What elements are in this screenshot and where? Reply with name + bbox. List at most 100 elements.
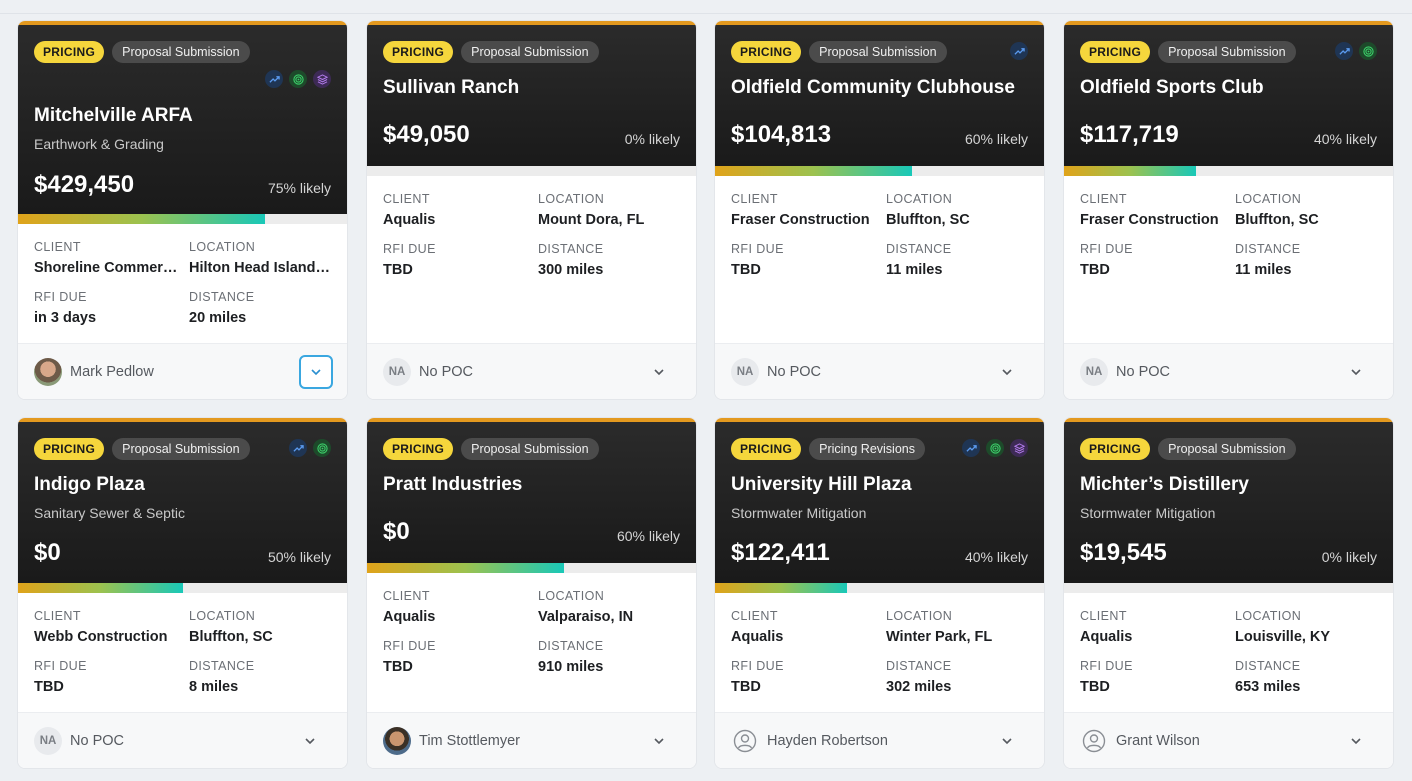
rfi-due-value: TBD bbox=[1080, 679, 1110, 695]
chevron-down-icon bbox=[1002, 737, 1012, 744]
expand-button[interactable] bbox=[299, 354, 333, 389]
card-details: CLIENT Aqualis LOCATION Valparaiso, IN R… bbox=[367, 573, 696, 712]
pricing-tag: PRICING bbox=[731, 438, 802, 460]
opportunity-card[interactable]: PRICING Pricing Revisions University Hil… bbox=[714, 417, 1045, 769]
location-field: LOCATION Winter Park, FL bbox=[886, 608, 1031, 646]
expand-button[interactable] bbox=[293, 724, 327, 758]
location-value: Valparaiso, IN bbox=[538, 609, 634, 625]
target-icon[interactable] bbox=[313, 439, 331, 457]
layers-icon[interactable] bbox=[1010, 439, 1028, 457]
pricing-tag: PRICING bbox=[383, 41, 454, 63]
project-title[interactable]: Oldfield Sports Club bbox=[1080, 77, 1264, 98]
card-accent-bar bbox=[18, 21, 347, 25]
project-title[interactable]: Pratt Industries bbox=[383, 474, 523, 495]
rfi-due-label: RFI DUE bbox=[34, 659, 87, 673]
distance-value: 302 miles bbox=[886, 679, 952, 695]
client-field: CLIENT Shoreline Commercial bbox=[34, 239, 179, 277]
expand-button[interactable] bbox=[642, 355, 676, 389]
trend-icon[interactable] bbox=[1010, 42, 1028, 60]
bid-amount: $0 bbox=[383, 518, 410, 545]
distance-field: DISTANCE 653 miles bbox=[1235, 658, 1380, 696]
distance-label: DISTANCE bbox=[189, 290, 255, 304]
distance-field: DISTANCE 11 miles bbox=[1235, 241, 1380, 279]
card-accent-bar bbox=[715, 21, 1044, 25]
distance-label: DISTANCE bbox=[886, 659, 952, 673]
expand-button[interactable] bbox=[990, 355, 1024, 389]
expand-button[interactable] bbox=[990, 724, 1024, 758]
likelihood-progress-fill bbox=[18, 583, 183, 593]
project-title[interactable]: Mitchelville ARFA bbox=[34, 105, 193, 126]
rfi-due-label: RFI DUE bbox=[1080, 242, 1133, 256]
poc-name: No POC bbox=[767, 363, 821, 380]
poc-row: NA No POC bbox=[715, 343, 1044, 399]
win-likelihood: 40% likely bbox=[964, 549, 1028, 565]
project-trade: Sanitary Sewer & Septic bbox=[34, 505, 185, 521]
likelihood-progress bbox=[715, 583, 1044, 593]
bid-amount: $19,545 bbox=[1080, 539, 1167, 566]
chevron-down-icon bbox=[654, 368, 664, 375]
win-likelihood: 60% likely bbox=[964, 131, 1028, 147]
card-header: PRICING Proposal Submission Oldfield Com… bbox=[715, 25, 1044, 166]
likelihood-progress-fill bbox=[715, 166, 913, 176]
poc-row: Grant Wilson bbox=[1064, 712, 1393, 768]
layers-icon[interactable] bbox=[313, 70, 331, 88]
poc-row: Tim Stottlemyer bbox=[367, 712, 696, 768]
expand-button[interactable] bbox=[642, 724, 676, 758]
poc-row: Mark Pedlow bbox=[18, 343, 347, 399]
poc-name: No POC bbox=[70, 732, 124, 749]
trend-icon[interactable] bbox=[1335, 42, 1353, 60]
pricing-tag: PRICING bbox=[731, 41, 802, 63]
poc-row: Hayden Robertson bbox=[715, 712, 1044, 768]
likelihood-progress-fill bbox=[715, 583, 847, 593]
opportunity-card[interactable]: PRICING Proposal Submission Sullivan Ran… bbox=[366, 20, 697, 400]
stage-tag: Proposal Submission bbox=[112, 438, 250, 460]
rfi-due-value: TBD bbox=[383, 659, 413, 675]
client-label: CLIENT bbox=[1080, 609, 1127, 623]
stage-tag: Proposal Submission bbox=[461, 438, 599, 460]
rfi-due-label: RFI DUE bbox=[34, 290, 87, 304]
poc-name: Grant Wilson bbox=[1116, 732, 1200, 749]
likelihood-progress bbox=[367, 166, 696, 176]
target-icon[interactable] bbox=[986, 439, 1004, 457]
project-title[interactable]: Oldfield Community Clubhouse bbox=[731, 77, 1015, 98]
poc-name: Tim Stottlemyer bbox=[419, 732, 520, 749]
location-label: LOCATION bbox=[538, 589, 605, 603]
client-value: Shoreline Commercial bbox=[34, 260, 179, 276]
expand-button[interactable] bbox=[1339, 724, 1373, 758]
opportunity-card[interactable]: PRICING Proposal Submission Oldfield Spo… bbox=[1063, 20, 1394, 400]
card-header: PRICING Proposal Submission Mitchelville… bbox=[18, 25, 347, 214]
client-value: Aqualis bbox=[383, 609, 436, 625]
poc-row: NA No POC bbox=[367, 343, 696, 399]
target-icon[interactable] bbox=[1359, 42, 1377, 60]
project-title[interactable]: University Hill Plaza bbox=[731, 474, 912, 495]
avatar: NA bbox=[34, 726, 62, 755]
location-field: LOCATION Mount Dora, FL bbox=[538, 191, 683, 229]
opportunity-card[interactable]: PRICING Proposal Submission Oldfield Com… bbox=[714, 20, 1045, 400]
user-icon bbox=[1080, 727, 1108, 755]
poc-name: Hayden Robertson bbox=[767, 732, 888, 749]
rfi-due-field: RFI DUE TBD bbox=[1080, 241, 1225, 279]
trend-icon[interactable] bbox=[962, 439, 980, 457]
target-icon[interactable] bbox=[289, 70, 307, 88]
opportunity-card[interactable]: PRICING Proposal Submission Indigo Plaza… bbox=[17, 417, 348, 769]
bid-amount: $49,050 bbox=[383, 121, 470, 148]
trend-icon[interactable] bbox=[265, 70, 283, 88]
pricing-tag: PRICING bbox=[34, 438, 105, 460]
project-title[interactable]: Sullivan Ranch bbox=[383, 77, 520, 98]
pricing-tag: PRICING bbox=[1080, 41, 1151, 63]
distance-label: DISTANCE bbox=[189, 659, 255, 673]
project-title[interactable]: Michter’s Distillery bbox=[1080, 474, 1249, 495]
client-label: CLIENT bbox=[34, 609, 81, 623]
client-value: Fraser Construction bbox=[1080, 212, 1219, 228]
opportunity-card[interactable]: PRICING Proposal Submission Michter’s Di… bbox=[1063, 417, 1394, 769]
distance-value: 11 miles bbox=[1235, 262, 1292, 278]
opportunity-card[interactable]: PRICING Proposal Submission Pratt Indust… bbox=[366, 417, 697, 769]
opportunity-card[interactable]: PRICING Proposal Submission Mitchelville… bbox=[17, 20, 348, 400]
distance-field: DISTANCE 8 miles bbox=[189, 658, 334, 696]
trend-icon[interactable] bbox=[289, 439, 307, 457]
location-label: LOCATION bbox=[1235, 609, 1302, 623]
expand-button[interactable] bbox=[1339, 355, 1373, 389]
user-icon bbox=[731, 727, 759, 755]
project-title[interactable]: Indigo Plaza bbox=[34, 474, 145, 495]
stage-tag: Proposal Submission bbox=[461, 41, 599, 63]
